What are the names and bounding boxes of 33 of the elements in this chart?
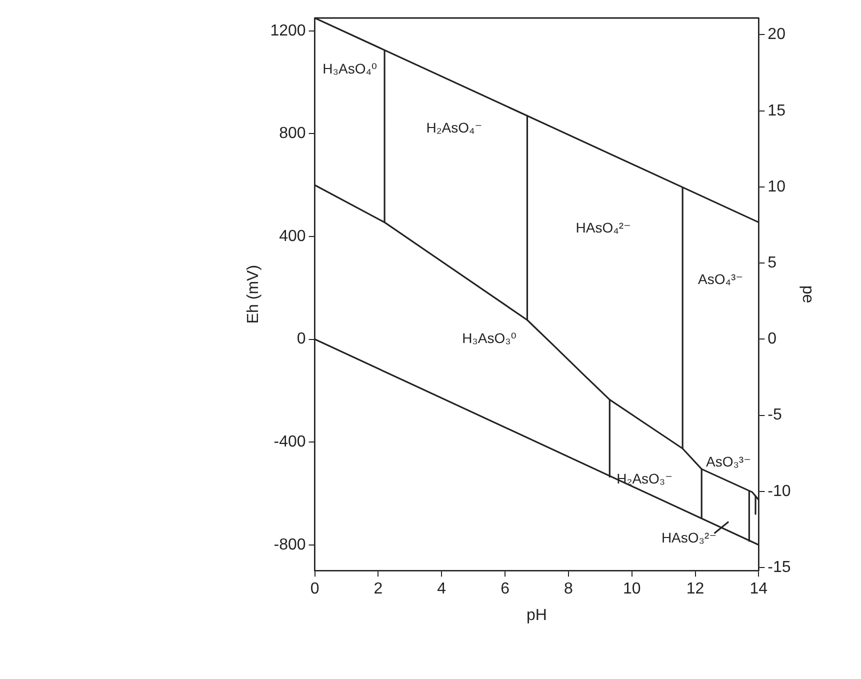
y2-axis-title: pe xyxy=(798,285,816,304)
y-tick-label: -800 xyxy=(274,536,306,554)
y2-tick-label: 10 xyxy=(768,178,786,196)
annotation: H₃AsO₃⁰ xyxy=(462,330,517,346)
x-tick-label: 4 xyxy=(437,580,446,598)
y2-tick-label: 0 xyxy=(768,330,777,348)
x-tick-label: 12 xyxy=(686,580,704,598)
y-tick-label: 400 xyxy=(279,228,306,245)
annotation: H₃AsO₄⁰ xyxy=(322,60,378,76)
x-tick-label: 6 xyxy=(500,580,510,598)
annotation: AsO₃³⁻ xyxy=(706,454,751,470)
x-tick-label: 0 xyxy=(310,580,320,598)
annotation: H₂AsO₃⁻ xyxy=(616,470,673,486)
y-tick-label: 1200 xyxy=(270,22,306,40)
x-tick-label: 8 xyxy=(564,580,573,598)
annotation: HAsO₃²⁻ xyxy=(661,529,717,546)
y-axis-title: Eh (mV) xyxy=(245,264,262,324)
y2-tick-label: 15 xyxy=(768,102,786,120)
annotation: AsO₄³⁻ xyxy=(698,270,743,287)
annotation: HAsO₄²⁻ xyxy=(576,219,631,236)
y-tick-label: 800 xyxy=(279,125,306,142)
y2-tick-label: -15 xyxy=(768,558,791,576)
y2-tick-label: 20 xyxy=(768,26,786,44)
annotation: H₂AsO₄⁻ xyxy=(426,119,482,136)
y-tick-label: 0 xyxy=(296,330,306,348)
x-tick-label: 14 xyxy=(750,580,768,598)
y2-tick-label: -10 xyxy=(768,482,791,500)
x-tick-label: 10 xyxy=(622,580,641,598)
y2-tick-label: -5 xyxy=(768,406,782,424)
x-axis-title: pH xyxy=(526,606,547,624)
x-tick-label: 2 xyxy=(374,580,383,598)
y2-tick-label: 5 xyxy=(768,254,777,272)
y-tick-label: -400 xyxy=(274,433,306,450)
